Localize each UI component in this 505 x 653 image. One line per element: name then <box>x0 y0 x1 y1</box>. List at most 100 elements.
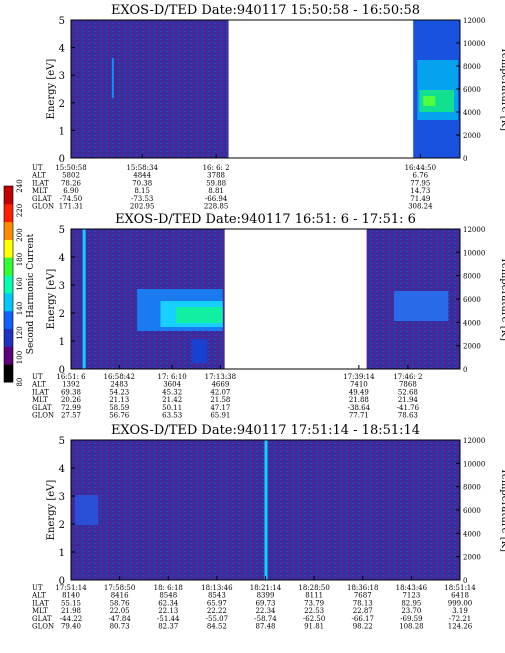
table-cell: 21.88 <box>349 396 369 404</box>
y-axis-label: Energy [eV] <box>46 59 57 120</box>
y-tick-label: 3 <box>59 492 65 503</box>
table-cell: 171.31 <box>59 203 84 211</box>
table-cell: 308.24 <box>408 203 433 211</box>
table-cell: 16:51: 6 <box>56 373 86 381</box>
spectrogram-stripe <box>111 58 114 98</box>
colorbar-tick-label: 80 <box>16 378 24 387</box>
table-cell: -73.53 <box>131 195 153 203</box>
table-row-label: GLAT <box>32 404 52 412</box>
y2-tick-label: 0 <box>463 155 467 163</box>
table-row-label: GLON <box>32 412 54 420</box>
table-cell: 62.34 <box>158 599 179 607</box>
table-cell: 3604 <box>163 381 181 389</box>
table-cell: 6.76 <box>413 172 429 180</box>
y-tick-label: 0 <box>59 365 65 376</box>
table-cell: 69.38 <box>61 388 81 396</box>
table-cell: 59.88 <box>206 179 226 187</box>
table-cell: 6418 <box>451 592 469 600</box>
table-row-label: UT <box>32 373 43 381</box>
panel-title: EXOS-D/TED Date:940117 15:50:58 - 16:50:… <box>111 3 420 18</box>
table-cell: 27.57 <box>61 412 81 420</box>
table-cell: 47.17 <box>210 404 230 412</box>
y2-tick-label: 8000 <box>463 63 481 71</box>
panel-title: EXOS-D/TED Date:940117 16:51: 6 - 17:51:… <box>115 212 416 227</box>
y-tick-label: 1 <box>59 548 65 559</box>
table-cell: 49.49 <box>349 388 369 396</box>
table-cell: 8111 <box>305 592 323 600</box>
table-cell: 65.97 <box>207 599 227 607</box>
y2-tick-label: 12000 <box>463 226 485 234</box>
y-tick-label: 2 <box>59 520 65 531</box>
table-cell: 18:28:50 <box>298 584 329 592</box>
table-cell: -62.50 <box>303 615 325 623</box>
y2-tick-label: 0 <box>463 577 467 585</box>
spectrogram-enhancement <box>419 90 454 112</box>
table-cell: 22.13 <box>158 607 178 615</box>
table-cell: 18:51:14 <box>444 584 476 592</box>
colorbar-segment <box>4 310 13 330</box>
colorbar-label: Second Harmonic Current <box>26 233 36 354</box>
colorbar-segment <box>4 275 13 294</box>
table-cell: 17: 6:10 <box>158 373 187 381</box>
y2-tick-label: 6000 <box>463 296 481 304</box>
table-cell: 8.15 <box>134 187 150 195</box>
spectrogram-peak <box>423 96 436 106</box>
table-cell: 18:43:46 <box>396 584 428 592</box>
data-gap <box>228 20 414 158</box>
table-cell: 7410 <box>350 381 368 389</box>
table-cell: 17:46: 2 <box>393 373 422 381</box>
table-cell: 17:51:14 <box>55 584 87 592</box>
table-cell: 15:58:34 <box>126 164 158 172</box>
table-cell: 56.76 <box>109 412 130 420</box>
colorbar-segment <box>4 257 13 276</box>
table-cell: 202.95 <box>130 203 155 211</box>
colorbar-segment <box>4 239 13 258</box>
table-cell: -51.44 <box>157 615 180 623</box>
spectrogram-stripe <box>264 440 268 580</box>
spectrogram-peak <box>176 307 223 323</box>
colorbar-tick-label: 120 <box>16 326 24 339</box>
table-cell: 7123 <box>402 592 420 600</box>
table-cell: -69.59 <box>400 615 422 623</box>
y-tick-label: 3 <box>59 71 65 82</box>
table-row-label: UT <box>32 164 43 172</box>
table-cell: 52.68 <box>398 388 418 396</box>
table-cell: 80.73 <box>110 623 130 631</box>
y2-tick-label: 6000 <box>463 507 481 515</box>
y2-tick-label: 10000 <box>463 249 485 257</box>
table-row-label: ILAT <box>32 388 49 396</box>
table-cell: 16: 6: 2 <box>203 164 230 172</box>
table-cell: 3.19 <box>452 607 468 615</box>
table-row-label: ILAT <box>32 179 49 187</box>
colorbar-tick-label: 140 <box>16 302 24 315</box>
colorbar-frame <box>3 185 14 383</box>
table-cell: 98.22 <box>353 623 373 631</box>
table-cell: 45.32 <box>162 388 182 396</box>
table-cell: 20.26 <box>61 396 82 404</box>
y2-tick-label: 4000 <box>463 319 481 327</box>
table-row-label: ALT <box>31 592 46 600</box>
table-cell: -72.21 <box>449 615 471 623</box>
colorbar-segment <box>4 346 13 365</box>
y2-tick-label: 10000 <box>463 40 485 48</box>
table-cell: 4669 <box>211 381 229 389</box>
table-cell: 21.58 <box>210 396 230 404</box>
table-cell: 21.94 <box>398 396 419 404</box>
y2-axis-label: Temperature [K] <box>499 257 505 341</box>
table-cell: 17:39:14 <box>343 373 375 381</box>
colorbar-tick-label: 240 <box>16 179 24 192</box>
table-cell: 7868 <box>399 381 417 389</box>
y-tick-label: 5 <box>59 436 65 447</box>
data-gap <box>224 229 367 369</box>
table-cell: 2483 <box>110 381 128 389</box>
table-cell: 18:36:18 <box>347 584 378 592</box>
table-cell: 22.05 <box>110 607 130 615</box>
colorbar-tick-label: 100 <box>16 351 24 364</box>
table-cell: 108.28 <box>399 623 424 631</box>
table-row-label: GLAT <box>32 195 52 203</box>
table-cell: 63.53 <box>162 412 182 420</box>
spectrogram-panel-1: EXOS-D/TED Date:940117 15:50:58 - 16:50:… <box>31 3 505 211</box>
table-cell: -44.22 <box>60 615 82 623</box>
y-tick-label: 4 <box>59 44 65 55</box>
table-cell: 6.90 <box>63 187 79 195</box>
